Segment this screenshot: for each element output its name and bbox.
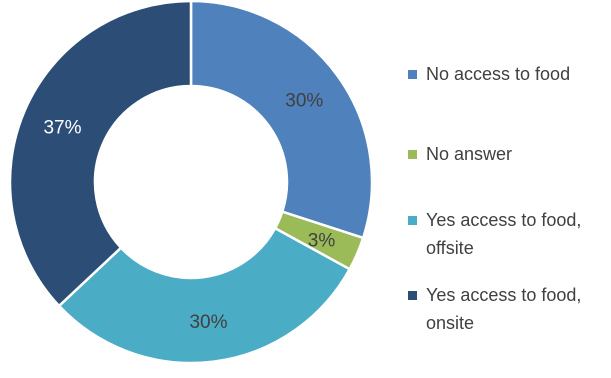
- legend-label-no-answer: No answer: [426, 144, 513, 164]
- legend-item-no-access: No access to food: [408, 60, 611, 88]
- data-label-no-access: 30%: [285, 91, 323, 112]
- slice-yes-onsite: [8, 0, 193, 308]
- data-label-yes-offsite: 30%: [189, 312, 227, 333]
- legend-item-yes-offsite: Yes access to food, offsite: [408, 206, 611, 262]
- slice-no-access: [189, 0, 374, 240]
- legend-label-no-access: No access to food: [426, 64, 571, 84]
- data-labels-group: 30% 3% 30% 37%: [43, 91, 335, 333]
- data-label-yes-onsite: 37%: [43, 117, 81, 138]
- legend-label-yes-onsite: Yes access to food, onsite: [426, 285, 582, 333]
- slice-yes-offsite: [57, 226, 352, 365]
- legend-swatch-no-access: [408, 70, 417, 79]
- legend-swatch-yes-offsite: [408, 216, 417, 225]
- data-label-no-answer: 3%: [308, 231, 336, 252]
- legend-item-no-answer: No answer: [408, 140, 611, 168]
- legend-item-yes-onsite: Yes access to food, onsite: [408, 281, 611, 337]
- legend-swatch-no-answer: [408, 150, 417, 159]
- slices-group: [8, 0, 374, 365]
- legend-swatch-yes-onsite: [408, 291, 417, 300]
- legend-label-yes-offsite: Yes access to food, offsite: [426, 210, 582, 258]
